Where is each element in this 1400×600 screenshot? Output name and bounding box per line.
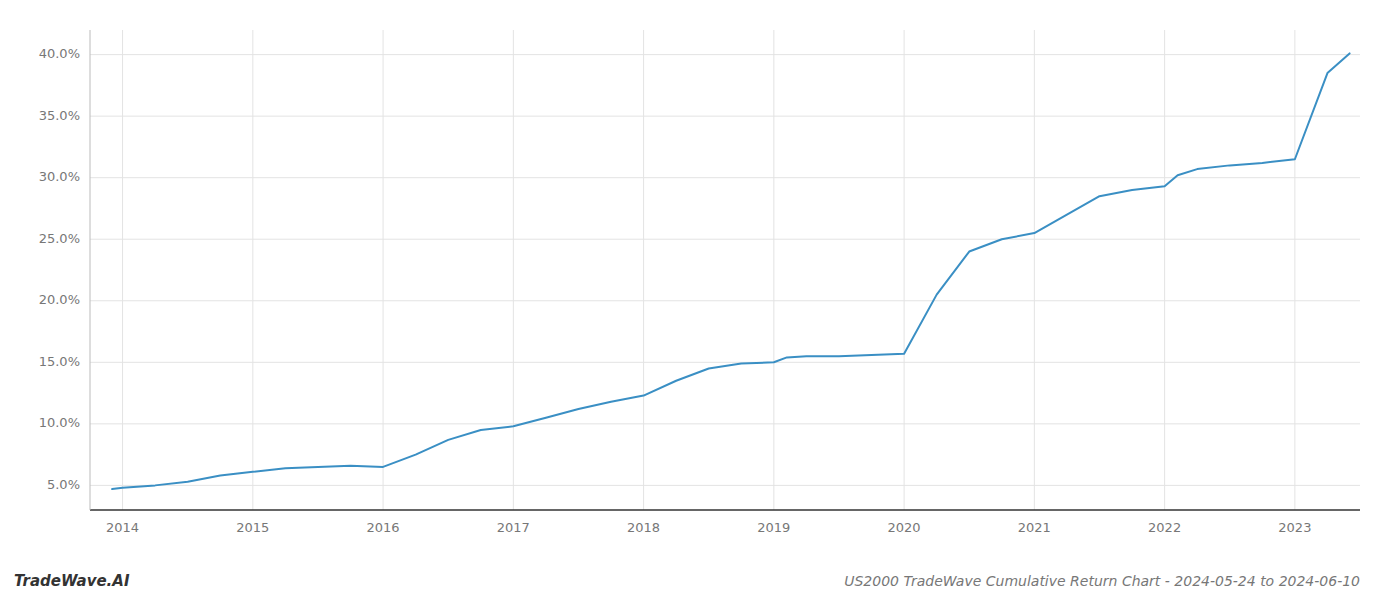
x-grid-line bbox=[513, 30, 514, 510]
x-grid-line bbox=[773, 30, 774, 510]
x-tick-label: 2016 bbox=[367, 520, 400, 535]
y-grid-line bbox=[90, 177, 1360, 178]
y-tick-label: 40.0% bbox=[39, 46, 80, 61]
x-tick-label: 2020 bbox=[888, 520, 921, 535]
y-grid-line bbox=[90, 239, 1360, 240]
y-tick-label: 10.0% bbox=[39, 415, 80, 430]
background bbox=[0, 0, 1400, 600]
x-tick-label: 2022 bbox=[1148, 520, 1181, 535]
y-tick-label: 20.0% bbox=[39, 292, 80, 307]
y-tick-label: 35.0% bbox=[39, 108, 80, 123]
y-tick-label: 25.0% bbox=[39, 231, 80, 246]
y-grid-line bbox=[90, 116, 1360, 117]
y-grid-line bbox=[90, 54, 1360, 55]
y-tick-label: 30.0% bbox=[39, 169, 80, 184]
watermark: TradeWave.AI bbox=[14, 572, 130, 590]
y-grid-line bbox=[90, 423, 1360, 424]
x-grid-line bbox=[122, 30, 123, 510]
axes: 5.0% 10.0% 15.0% 20.0% 25.0% 30.0% 35.0% 40.0% 2… bbox=[39, 30, 1360, 535]
x-tick-label: 2018 bbox=[627, 520, 660, 535]
x-tick-label: 2019 bbox=[757, 520, 790, 535]
x-grid-line bbox=[1294, 30, 1295, 510]
y-grid-line bbox=[90, 300, 1360, 301]
x-grid-line bbox=[904, 30, 905, 510]
x-grid-line bbox=[1164, 30, 1165, 510]
x-grid-line bbox=[1034, 30, 1035, 510]
y-grid-line bbox=[90, 362, 1360, 363]
x-tick-label: 2023 bbox=[1278, 520, 1311, 535]
grid bbox=[90, 30, 1360, 510]
y-tick-label: 5.0% bbox=[47, 477, 80, 492]
x-tick-label: 2015 bbox=[236, 520, 269, 535]
data-line bbox=[112, 53, 1349, 489]
y-tick-label: 15.0% bbox=[39, 354, 80, 369]
x-grid-line bbox=[383, 30, 384, 510]
y-axis-line bbox=[90, 30, 91, 510]
x-axis-line bbox=[90, 509, 1360, 511]
x-grid-line bbox=[252, 30, 253, 510]
x-tick-label: 2017 bbox=[497, 520, 530, 535]
x-grid-line bbox=[643, 30, 644, 510]
chart-svg: 5.0% 10.0% 15.0% 20.0% 25.0% 30.0% 35.0% 40.0% 2… bbox=[0, 0, 1400, 600]
x-tick-label: 2021 bbox=[1018, 520, 1051, 535]
x-tick-label: 2014 bbox=[106, 520, 139, 535]
chart-container: 5.0% 10.0% 15.0% 20.0% 25.0% 30.0% 35.0% 40.0% 2… bbox=[0, 0, 1400, 600]
y-grid-line bbox=[90, 485, 1360, 486]
chart-title: US2000 TradeWave Cumulative Return Chart… bbox=[844, 573, 1360, 589]
plot-area bbox=[112, 53, 1349, 489]
